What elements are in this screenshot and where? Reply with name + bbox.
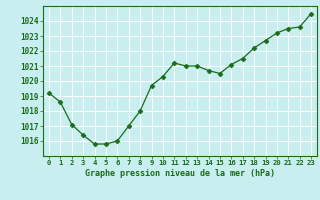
X-axis label: Graphe pression niveau de la mer (hPa): Graphe pression niveau de la mer (hPa) — [85, 169, 275, 178]
